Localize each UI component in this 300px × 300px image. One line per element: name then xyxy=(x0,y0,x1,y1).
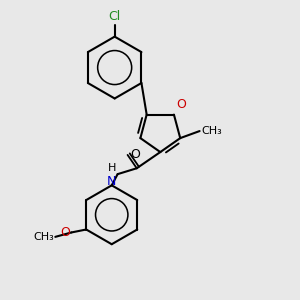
Text: CH₃: CH₃ xyxy=(201,126,222,136)
Text: O: O xyxy=(60,226,70,239)
Text: CH₃: CH₃ xyxy=(33,232,54,242)
Text: O: O xyxy=(176,98,186,111)
Text: N: N xyxy=(107,175,116,188)
Text: Cl: Cl xyxy=(109,11,121,23)
Text: H: H xyxy=(108,163,116,173)
Text: O: O xyxy=(130,148,140,161)
